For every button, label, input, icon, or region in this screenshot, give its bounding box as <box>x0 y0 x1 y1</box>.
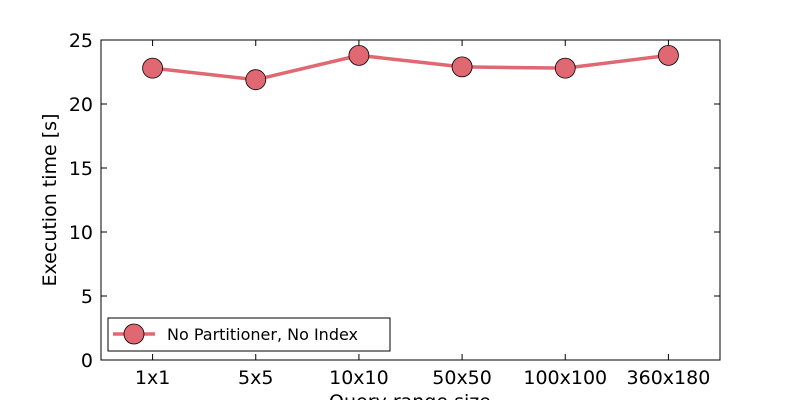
x-tick-label: 360x180 <box>627 367 711 389</box>
x-tick-label: 5x5 <box>238 367 273 389</box>
x-axis-label: Query range size <box>329 391 491 400</box>
data-point <box>658 44 679 66</box>
x-tick-label: 100x100 <box>523 367 607 389</box>
data-point <box>142 57 163 79</box>
x-tick-label: 10x10 <box>329 367 389 389</box>
x-tick-label: 1x1 <box>135 367 170 389</box>
data-point <box>245 69 267 91</box>
plot-frame <box>100 39 721 361</box>
y-tick-label: 0 <box>81 350 93 372</box>
data-point <box>554 57 576 79</box>
series-line <box>152 53 669 82</box>
data-point <box>348 44 370 66</box>
y-tick-label: 25 <box>69 30 93 52</box>
x-axis-ticks: 1x1 5x5 10x10 50x50 100x100 360x180 <box>135 40 710 389</box>
y-tick-label: 5 <box>81 286 93 308</box>
y-tick-label: 20 <box>69 94 93 116</box>
y-tick-label: 15 <box>69 158 93 180</box>
y-tick-label: 10 <box>69 222 93 244</box>
y-axis-ticks: 0 5 10 15 20 25 <box>69 30 720 372</box>
legend-entry: No Partitioner, No Index <box>167 325 358 344</box>
legend: No Partitioner, No Index <box>107 317 391 352</box>
y-axis-label: Execution time [s] <box>39 114 61 287</box>
series-layer <box>142 44 679 91</box>
x-tick-label: 50x50 <box>432 367 492 389</box>
data-point <box>451 56 473 78</box>
legend-marker <box>123 323 145 345</box>
